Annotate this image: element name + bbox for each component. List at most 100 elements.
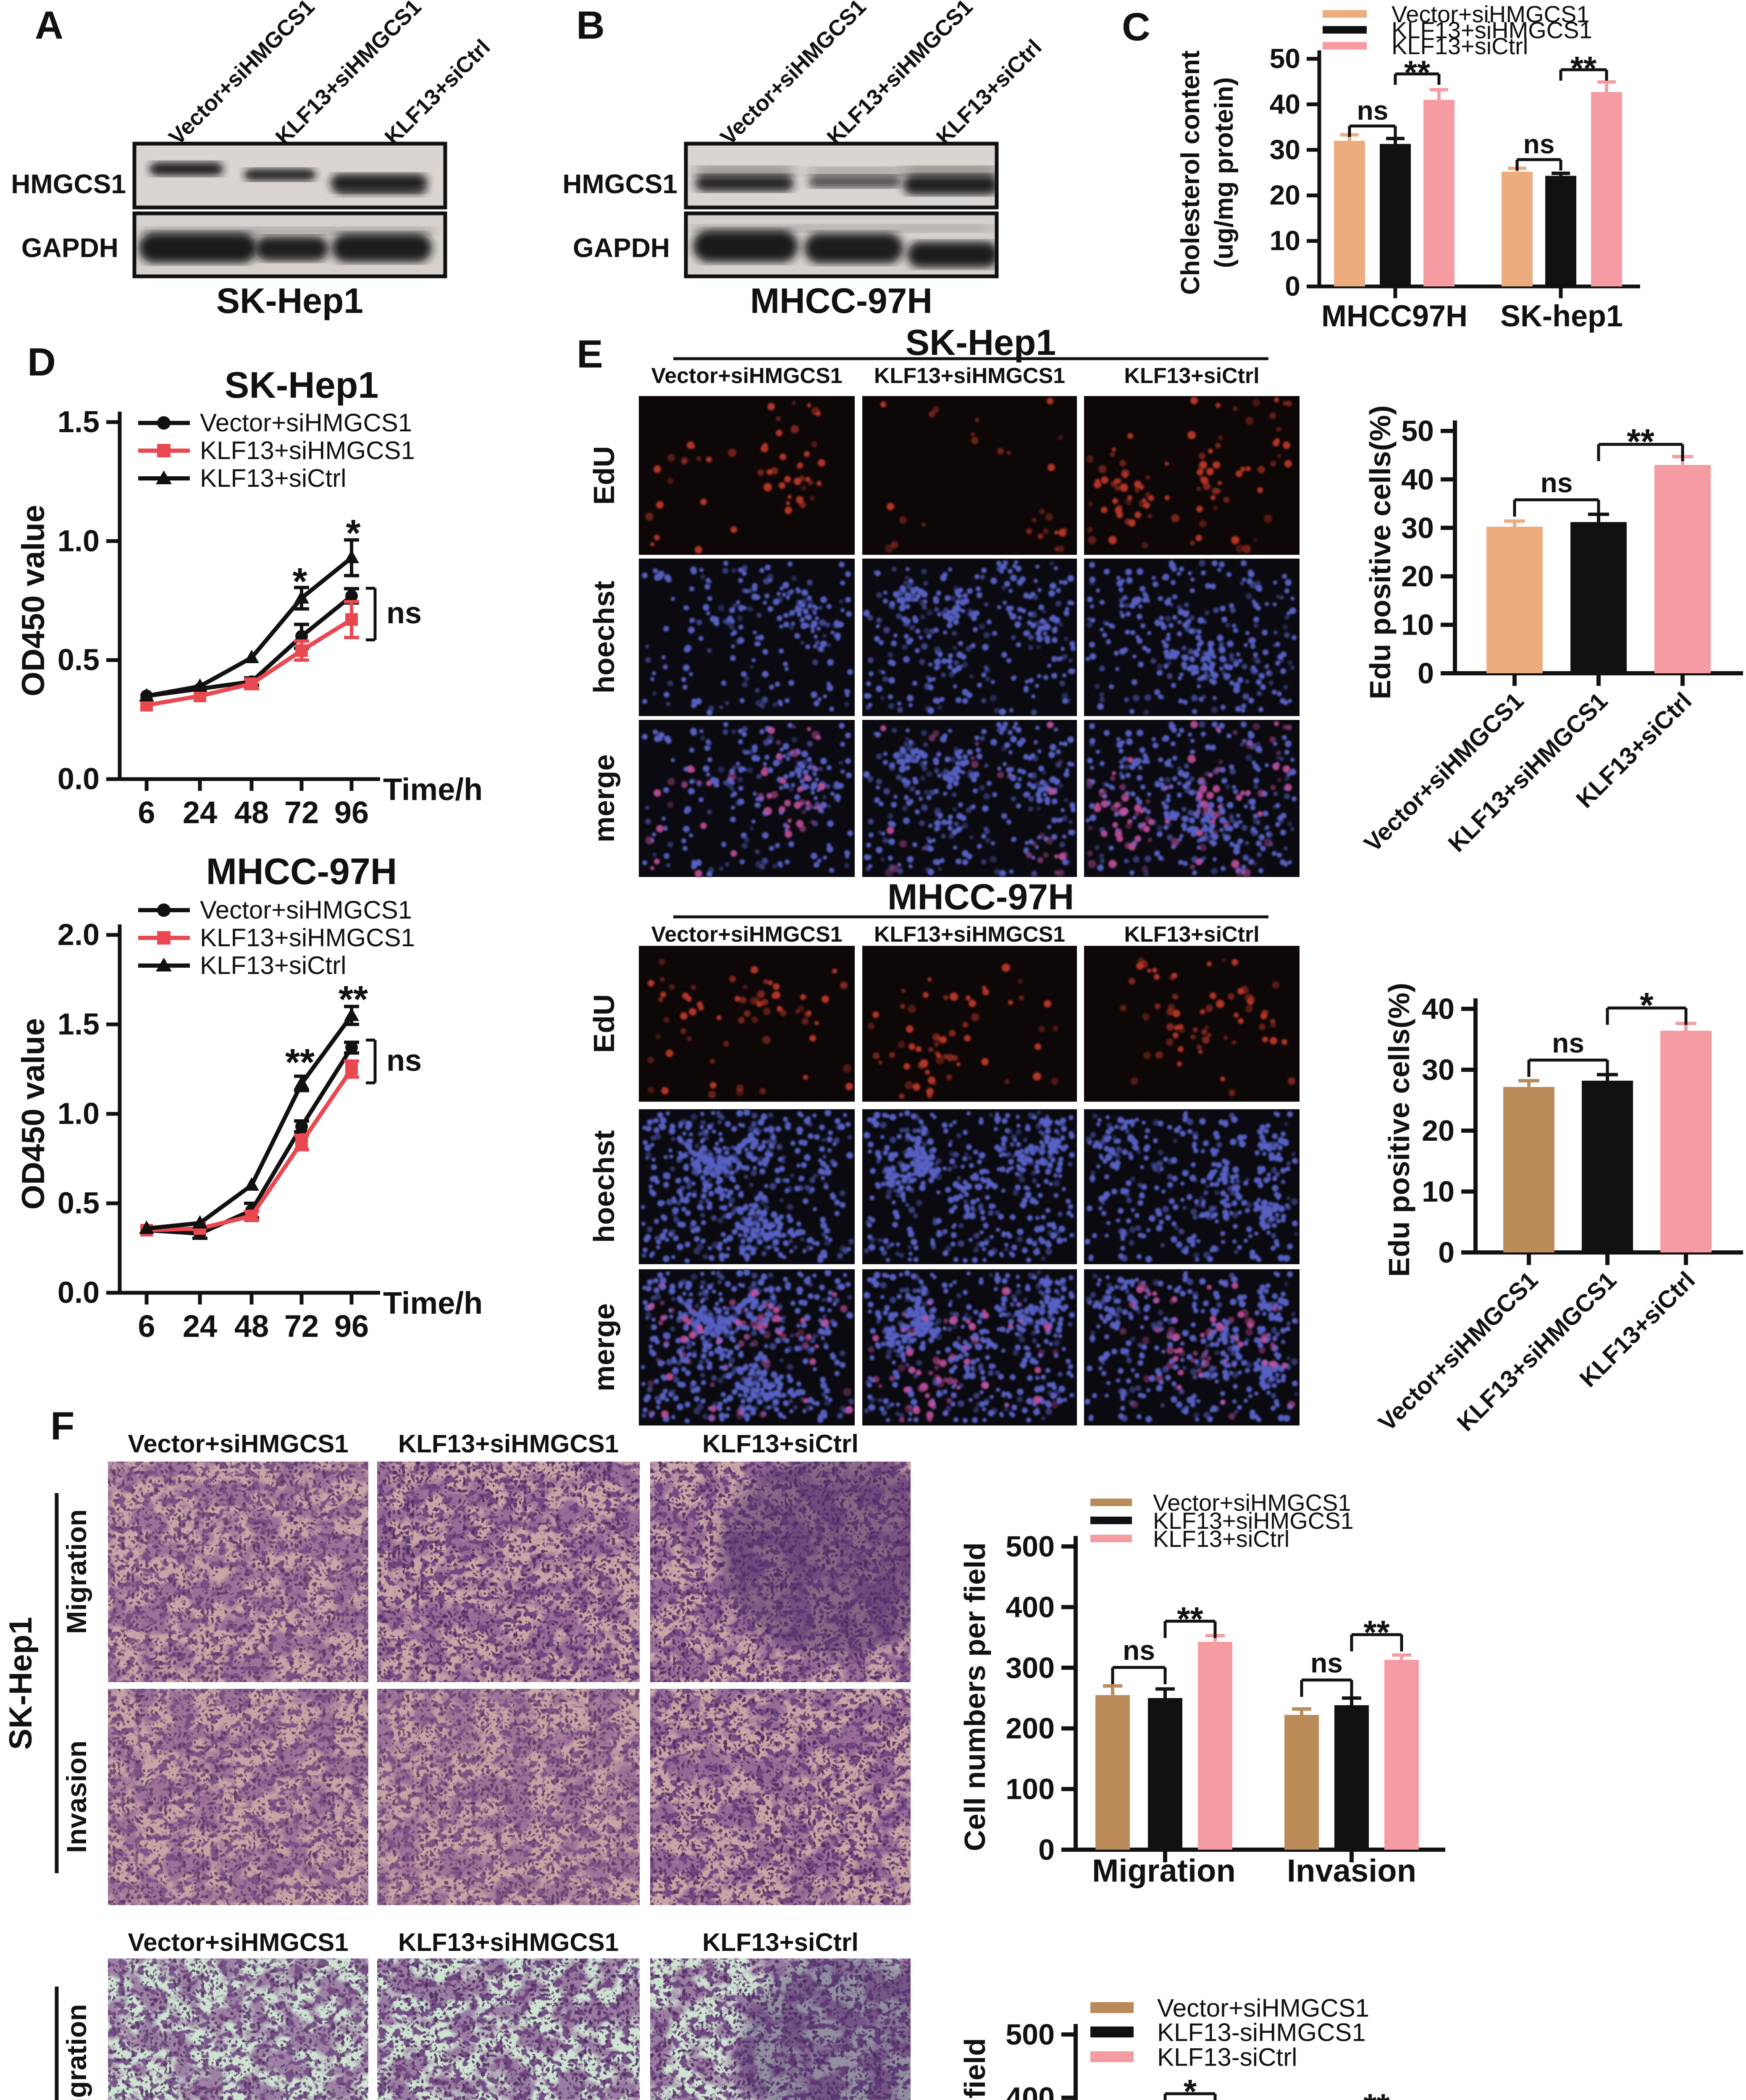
svg-text:KLF13+siCtrl: KLF13+siCtrl: [1124, 364, 1259, 388]
svg-text:300: 300: [1006, 1651, 1055, 1684]
svg-text:SK-Hep1: SK-Hep1: [906, 323, 1056, 363]
svg-text:merge: merge: [588, 1303, 620, 1391]
svg-text:100: 100: [1006, 1773, 1055, 1806]
svg-text:1.5: 1.5: [58, 1008, 100, 1041]
svg-text:0: 0: [1038, 1833, 1055, 1866]
svg-text:ns: ns: [1552, 1027, 1584, 1058]
svg-text:6: 6: [138, 795, 155, 830]
svg-text:0.5: 0.5: [58, 643, 100, 677]
svg-text:Invasion: Invasion: [61, 1740, 92, 1853]
svg-text:500: 500: [1006, 2018, 1055, 2051]
svg-text:Cell numbers per field: Cell numbers per field: [958, 2038, 991, 2100]
svg-text:**: **: [1627, 422, 1654, 461]
svg-text:SK-Hep1: SK-Hep1: [3, 1617, 39, 1750]
svg-text:Vector+siHMGCS1: Vector+siHMGCS1: [128, 1928, 348, 1956]
svg-text:96: 96: [334, 1309, 369, 1344]
svg-text:0: 0: [1418, 657, 1434, 690]
svg-text:20: 20: [1401, 560, 1434, 593]
svg-text:F: F: [50, 1404, 74, 1448]
svg-text:50: 50: [1401, 415, 1434, 447]
svg-text:KLF13+siHMGCS1: KLF13+siHMGCS1: [874, 364, 1065, 388]
svg-text:KLF13-siHMGCS1: KLF13-siHMGCS1: [1157, 2019, 1366, 2047]
svg-text:*: *: [1640, 985, 1654, 1025]
svg-text:Vector+siHMGCS1: Vector+siHMGCS1: [200, 409, 412, 437]
svg-text:**: **: [1404, 54, 1431, 91]
svg-text:KLF13+siCtrl: KLF13+siCtrl: [702, 1928, 859, 1956]
svg-text:EdU: EdU: [588, 994, 620, 1053]
svg-text:Cell numbers per field: Cell numbers per field: [958, 1542, 991, 1851]
svg-text:Time/h: Time/h: [383, 772, 483, 807]
svg-text:30: 30: [1401, 512, 1434, 544]
svg-text:*: *: [1184, 2073, 1197, 2100]
svg-text:**: **: [1570, 50, 1597, 87]
svg-text:Edu positive cells(%): Edu positive cells(%): [1364, 405, 1397, 699]
svg-text:ns: ns: [1523, 129, 1555, 159]
svg-text:KLF13+siHMGCS1: KLF13+siHMGCS1: [1392, 17, 1592, 43]
svg-text:72: 72: [284, 795, 319, 830]
svg-text:30: 30: [1422, 1053, 1455, 1086]
svg-text:Vector+siHMGCS1: Vector+siHMGCS1: [651, 922, 842, 947]
svg-text:1.0: 1.0: [58, 1097, 100, 1131]
svg-text:24: 24: [183, 795, 217, 830]
svg-text:2.0: 2.0: [58, 918, 100, 952]
svg-text:KLF13-siCtrl: KLF13-siCtrl: [1157, 2043, 1297, 2071]
svg-text:ns: ns: [386, 596, 422, 630]
svg-text:50: 50: [1270, 43, 1300, 74]
svg-text:SK-Hep1: SK-Hep1: [216, 281, 363, 320]
svg-text:Vector+siHMGCS1: Vector+siHMGCS1: [1157, 1994, 1369, 2022]
svg-text:Migration: Migration: [61, 2004, 92, 2100]
svg-text:MHCC97H: MHCC97H: [1321, 299, 1468, 333]
svg-text:48: 48: [234, 1309, 269, 1344]
svg-text:500: 500: [1006, 1530, 1055, 1563]
svg-text:10: 10: [1270, 225, 1300, 256]
svg-text:400: 400: [1006, 2082, 1055, 2100]
svg-text:EdU: EdU: [588, 446, 620, 505]
svg-text:MHCC-97H: MHCC-97H: [750, 281, 932, 320]
svg-text:Time/h: Time/h: [383, 1286, 483, 1320]
svg-text:KLF13+siCtrl: KLF13+siCtrl: [200, 464, 346, 492]
svg-text:OD450 value: OD450 value: [16, 1018, 51, 1210]
svg-text:OD450 value: OD450 value: [16, 505, 51, 696]
svg-text:**: **: [1363, 2087, 1390, 2100]
svg-text:0: 0: [1438, 1236, 1455, 1269]
svg-text:Vector+siHMGCS1: Vector+siHMGCS1: [651, 364, 842, 388]
svg-text:MHCC-97H: MHCC-97H: [887, 877, 1074, 917]
svg-text:HMGCS1: HMGCS1: [11, 169, 126, 199]
svg-text:KLF13+siHMGCS1: KLF13+siHMGCS1: [200, 436, 415, 465]
svg-text:SK-hep1: SK-hep1: [1500, 299, 1623, 333]
svg-text:(ug/mg protein): (ug/mg protein): [1210, 77, 1239, 268]
svg-text:0: 0: [1285, 270, 1300, 302]
svg-text:KLF13+siCtrl: KLF13+siCtrl: [1153, 1525, 1289, 1552]
svg-text:ns: ns: [1123, 1635, 1155, 1666]
svg-text:1.0: 1.0: [58, 524, 100, 558]
svg-text:1.5: 1.5: [58, 405, 100, 439]
svg-text:KLF13+siHMGCS1: KLF13+siHMGCS1: [1153, 1507, 1354, 1534]
svg-text:0.0: 0.0: [58, 1276, 100, 1310]
svg-text:SK-Hep1: SK-Hep1: [225, 364, 379, 406]
svg-text:MHCC-97H: MHCC-97H: [206, 850, 397, 892]
svg-text:30: 30: [1270, 134, 1300, 165]
svg-text:*: *: [346, 512, 360, 554]
svg-text:KLF13+siHMGCS1: KLF13+siHMGCS1: [874, 922, 1065, 947]
svg-text:Vector+siHMGCS1: Vector+siHMGCS1: [200, 896, 412, 924]
svg-text:**: **: [1177, 1600, 1203, 1638]
svg-text:hoechst: hoechst: [588, 1130, 620, 1243]
svg-text:hoechst: hoechst: [588, 581, 620, 693]
svg-text:Cholesterol content: Cholesterol content: [1176, 50, 1205, 295]
svg-text:KLF13+siHMGCS1: KLF13+siHMGCS1: [200, 924, 415, 952]
svg-text:ns: ns: [1357, 95, 1389, 126]
svg-text:KLF13+siCtrl: KLF13+siCtrl: [702, 1430, 859, 1458]
svg-text:ns: ns: [1310, 1647, 1343, 1678]
svg-text:40: 40: [1422, 992, 1455, 1025]
svg-text:MHCC-97H: MHCC-97H: [3, 2098, 39, 2100]
svg-text:24: 24: [183, 1309, 217, 1344]
svg-text:Invasion: Invasion: [1287, 1853, 1416, 1889]
svg-text:10: 10: [1422, 1175, 1455, 1208]
svg-text:E: E: [577, 332, 603, 376]
svg-text:KLF13+siCtrl: KLF13+siCtrl: [200, 951, 346, 979]
svg-text:merge: merge: [588, 754, 620, 843]
svg-text:KLF13+siCtrl: KLF13+siCtrl: [1124, 922, 1259, 947]
svg-text:400: 400: [1006, 1591, 1055, 1623]
svg-text:200: 200: [1006, 1712, 1055, 1745]
svg-text:20: 20: [1270, 179, 1300, 210]
